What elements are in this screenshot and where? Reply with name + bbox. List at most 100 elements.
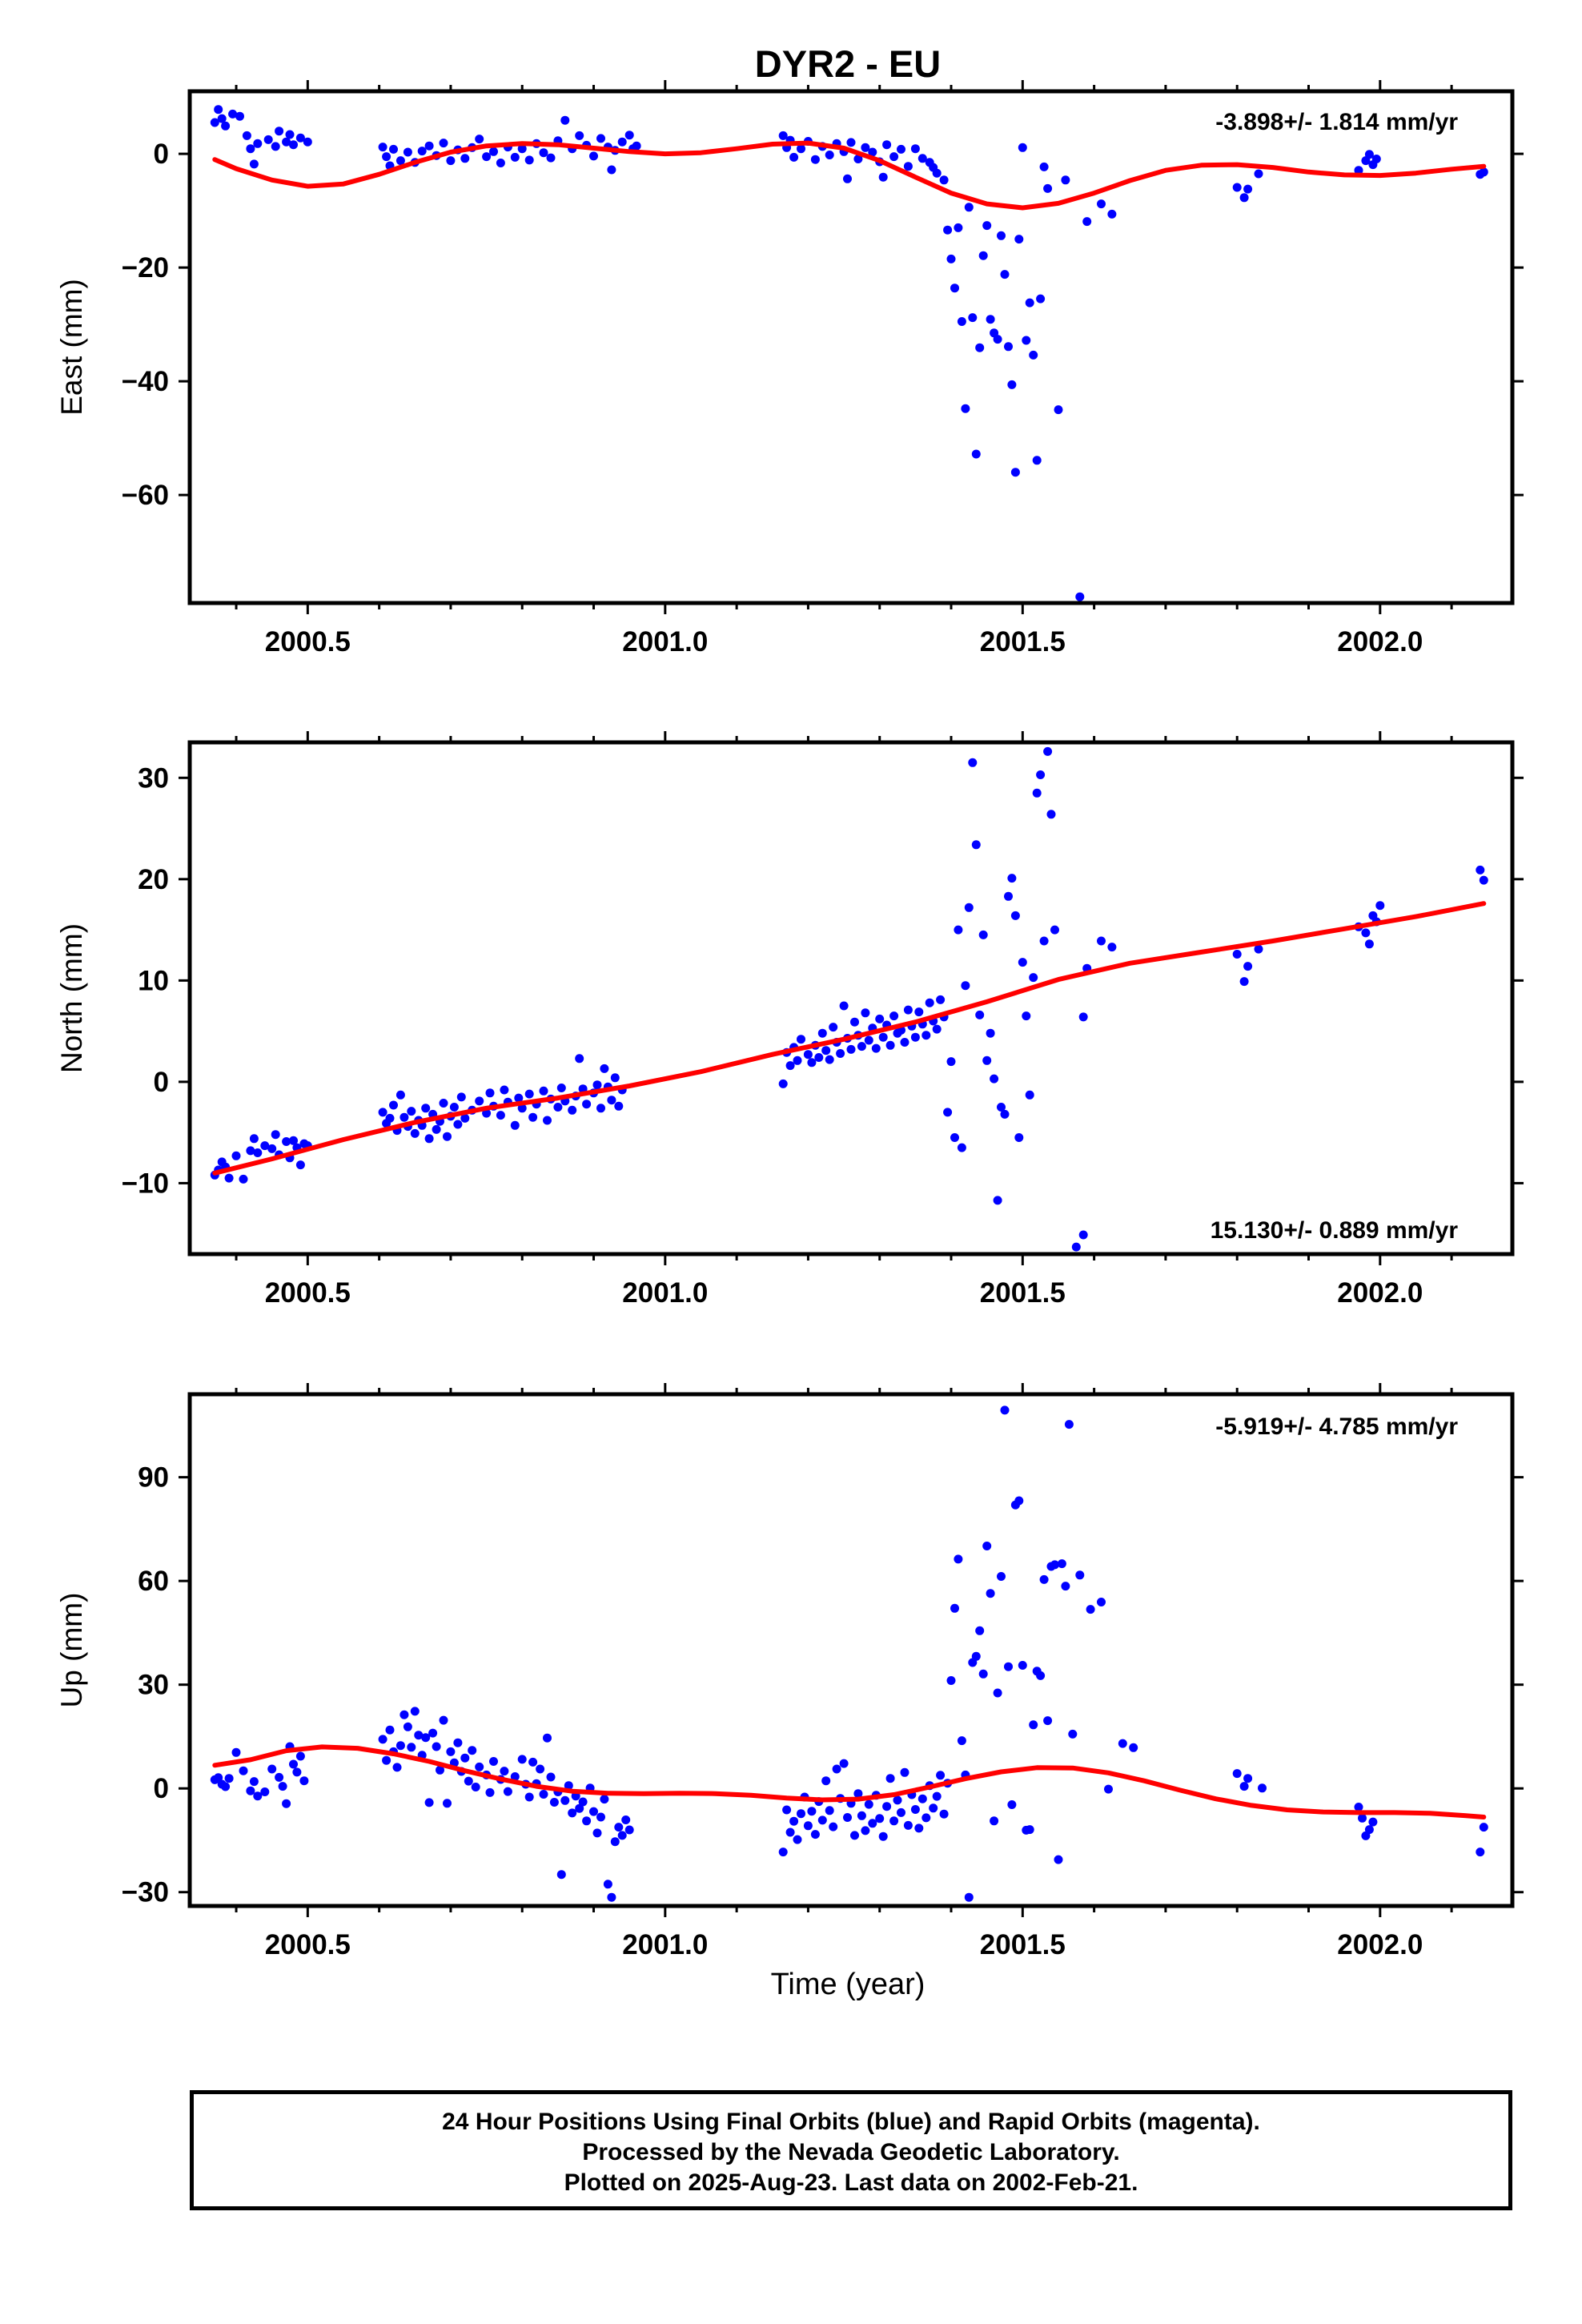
data-point (1086, 1605, 1095, 1614)
data-point (1375, 901, 1385, 911)
data-point (524, 1792, 534, 1802)
data-point (267, 1144, 277, 1153)
data-point (453, 1738, 463, 1747)
data-point (543, 1116, 552, 1125)
data-point (864, 1799, 873, 1809)
data-point (489, 147, 498, 156)
data-point (449, 1103, 459, 1112)
data-point (836, 1049, 845, 1058)
data-point (893, 1795, 902, 1805)
data-point (235, 111, 244, 121)
data-point (929, 1803, 938, 1813)
x-tick-label: 2001.0 (622, 1277, 708, 1309)
data-point (456, 1092, 466, 1102)
data-point (510, 1772, 520, 1781)
data-point (596, 1104, 605, 1113)
y-tick-label: 20 (138, 864, 169, 895)
data-point (1068, 1729, 1078, 1739)
data-point (1004, 891, 1013, 901)
data-point (528, 1112, 538, 1122)
data-point (993, 335, 1002, 344)
data-point (971, 840, 981, 850)
data-point (1029, 973, 1038, 983)
data-point (1032, 456, 1042, 465)
data-point (1043, 183, 1053, 193)
data-point (510, 152, 520, 162)
data-point (582, 1100, 592, 1109)
data-point (510, 1120, 520, 1130)
data-points (210, 746, 1488, 1252)
data-point (957, 1143, 966, 1152)
data-point (832, 1764, 841, 1774)
data-point (921, 1813, 931, 1823)
data-point (1010, 468, 1020, 477)
data-point (878, 1831, 888, 1841)
data-point (1118, 1739, 1127, 1748)
data-point (564, 1781, 573, 1791)
data-point (1039, 1574, 1049, 1584)
data-point (568, 1105, 577, 1115)
data-point (964, 1892, 974, 1902)
data-point (271, 1130, 280, 1140)
data-point (1232, 183, 1242, 192)
data-point (1004, 1662, 1013, 1671)
data-point (1107, 209, 1117, 219)
data-point (1061, 1582, 1070, 1591)
data-point (1354, 1803, 1363, 1811)
data-point (943, 225, 953, 235)
data-point (986, 315, 995, 324)
data-point (475, 1096, 484, 1106)
panel-3: 2000.5 2001.0 2001.5 2002.0 −30 0 30 60 90 Up (mm… (55, 1383, 1524, 1960)
x-tick-label: 2001.5 (980, 1929, 1066, 1960)
data-point (1368, 1817, 1378, 1827)
data-point (400, 1112, 409, 1122)
data-point (1039, 936, 1049, 946)
data-point (1078, 1230, 1088, 1240)
data-point (1032, 788, 1042, 798)
data-point (246, 1146, 255, 1156)
data-point (829, 1822, 838, 1831)
data-point (439, 1715, 448, 1725)
data-point (382, 1755, 391, 1765)
x-tick-label: 2000.5 (265, 1277, 351, 1309)
x-tick-label: 2001.5 (980, 1277, 1066, 1309)
data-point (500, 1767, 509, 1776)
caption-box: 24 Hour Positions Using Final Orbits (bl… (190, 2090, 1512, 2210)
data-point (1018, 1661, 1027, 1670)
data-point (1479, 875, 1488, 885)
data-point (292, 1767, 302, 1777)
data-point (936, 995, 946, 1004)
data-point (210, 118, 219, 127)
data-point (560, 115, 570, 125)
data-point (1057, 1559, 1066, 1569)
data-point (592, 1828, 602, 1838)
data-point (807, 1058, 817, 1068)
data-point (214, 105, 223, 115)
data-point (1036, 294, 1046, 304)
data-point (1254, 944, 1263, 954)
data-point (932, 168, 942, 178)
data-point (432, 1124, 441, 1134)
data-point (1075, 592, 1085, 601)
data-point (797, 144, 805, 154)
data-point (961, 404, 970, 413)
data-point (231, 1747, 241, 1757)
data-point (1243, 1774, 1253, 1783)
data-points (210, 1405, 1488, 1902)
y-axis-label: North (mm) (55, 923, 88, 1073)
data-point (1476, 865, 1485, 875)
data-point (914, 1007, 924, 1017)
data-point (990, 1816, 999, 1826)
data-point (396, 1090, 405, 1100)
data-point (897, 1807, 905, 1817)
data-point (246, 1786, 255, 1795)
data-point (496, 1111, 505, 1120)
data-point (1022, 1011, 1031, 1021)
panel-2: 2000.5 2001.0 2001.5 2002.0 −10 0 10 20 30 North … (55, 731, 1524, 1309)
data-point (282, 137, 291, 147)
data-point (803, 1821, 813, 1831)
data-point (1029, 1720, 1038, 1730)
data-point (1064, 1420, 1074, 1429)
data-point (1025, 1090, 1034, 1100)
